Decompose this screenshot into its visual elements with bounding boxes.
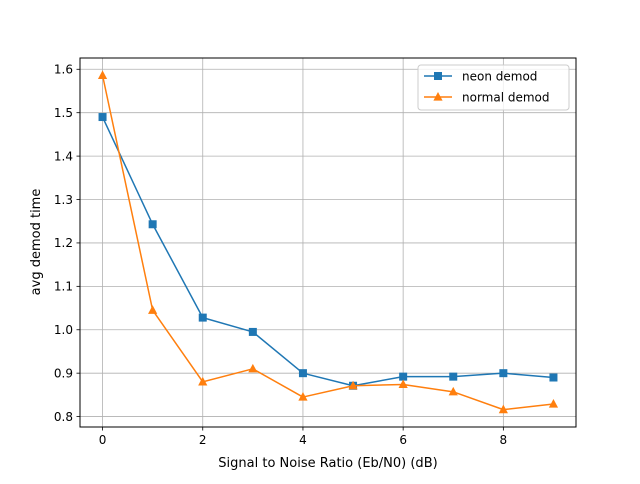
x-tick-label: 0 xyxy=(99,433,107,447)
data-point-normal-demod xyxy=(198,376,208,386)
y-axis-label: avg demod time xyxy=(29,189,44,296)
data-point-normal-demod xyxy=(448,386,458,396)
data-point-normal-demod xyxy=(148,305,158,314)
axes: 0 2 4 6 8 0.8 0.9 1.0 1.1 1.2 1.3 1.4 1.5 1.6 xyxy=(54,63,507,447)
x-axis-label: Signal to Noise Ratio (Eb/N0) (dB) xyxy=(218,456,437,471)
series-layer xyxy=(97,70,559,414)
series-line-normal-demod xyxy=(101,75,554,411)
data-point-neon-demod xyxy=(549,373,558,382)
legend: neon demod normal demod xyxy=(417,64,570,111)
data-point-normal-demod xyxy=(398,379,408,389)
legend-marker xyxy=(434,72,442,80)
y-tick-label: 1.0 xyxy=(54,323,73,337)
data-point-neon-demod xyxy=(298,369,307,378)
legend-label: neon demod xyxy=(462,70,537,84)
y-tick-label: 1.3 xyxy=(54,193,73,207)
data-point-neon-demod xyxy=(399,372,408,381)
x-tick-label: 6 xyxy=(399,433,407,447)
legend-marker xyxy=(433,92,443,101)
data-point-normal-demod xyxy=(298,392,308,401)
y-tick-label: 1.6 xyxy=(54,63,73,77)
y-tick-label: 0.8 xyxy=(54,410,73,424)
data-point-normal-demod xyxy=(248,363,258,373)
x-tick-label: 4 xyxy=(299,433,307,447)
data-point-normal-demod xyxy=(348,380,358,390)
data-point-neon-demod xyxy=(449,372,458,381)
data-point-normal-demod xyxy=(97,70,108,79)
x-tick-label: 8 xyxy=(500,433,508,447)
y-tick-label: 0.9 xyxy=(54,366,73,380)
y-tick-label: 1.2 xyxy=(54,236,73,250)
y-tick-label: 1.5 xyxy=(54,106,73,120)
legend-label: normal demod xyxy=(462,91,550,105)
plot-frame xyxy=(79,57,577,428)
data-point-neon-demod xyxy=(198,313,207,322)
grid xyxy=(80,58,576,427)
legend-entries: neon demod normal demod xyxy=(424,70,550,105)
y-tick-label: 1.1 xyxy=(54,280,73,294)
y-tick-label: 1.4 xyxy=(54,149,73,163)
legend-box xyxy=(417,64,570,111)
data-point-neon-demod xyxy=(98,113,107,122)
x-tick-label: 2 xyxy=(199,433,207,447)
data-point-neon-demod xyxy=(499,369,508,378)
data-point-neon-demod xyxy=(248,327,257,336)
data-point-neon-demod xyxy=(148,220,157,229)
series-line-neon-demod xyxy=(101,116,554,387)
data-point-normal-demod xyxy=(548,398,559,408)
data-point-normal-demod xyxy=(498,404,508,414)
